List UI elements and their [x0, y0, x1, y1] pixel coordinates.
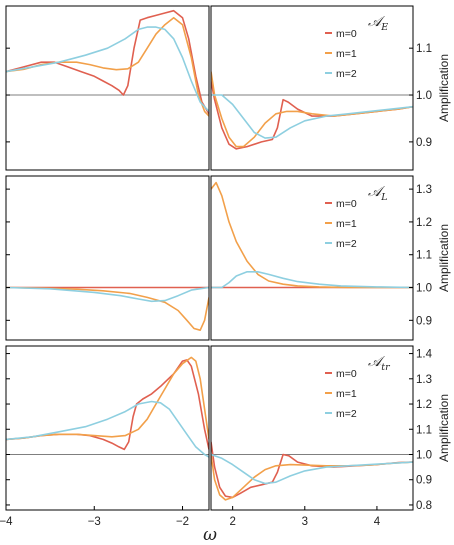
- ytick-label: 1.2: [416, 217, 432, 229]
- right-panel-frame: [210, 175, 414, 341]
- series-m0-left-line: [6, 9, 209, 115]
- xtick-label: −3: [88, 516, 101, 528]
- ytick-label: 1.3: [416, 184, 432, 196]
- series-m1-left-line: [6, 356, 209, 441]
- right-panel-frame: [210, 5, 414, 171]
- ytick-label: 0.8: [416, 500, 432, 512]
- ylabel-amplification: Amplification: [437, 224, 451, 292]
- ytick-label: 1.3: [416, 374, 432, 386]
- ytick-label: 1.1: [416, 43, 432, 55]
- legend-label-m0: m=0: [336, 28, 357, 40]
- left-panel-frame: [5, 345, 210, 511]
- legend-label-m1: m=1: [336, 218, 357, 230]
- ytick-label: 1.0: [416, 449, 432, 461]
- ytick-label: 1.2: [416, 399, 432, 411]
- xlabel-omega: ω: [203, 525, 217, 545]
- xtick-label: 2: [229, 516, 235, 528]
- panel-tag: 𝒜tr: [368, 354, 391, 373]
- series-m2-left-line: [6, 400, 209, 458]
- panel-tag-subscript: E: [380, 22, 388, 33]
- left-panel-frame: [5, 5, 210, 171]
- panel-tag: 𝒜L: [368, 184, 388, 203]
- legend-label-m2: m=2: [336, 238, 357, 250]
- series-m1-right-line: [211, 181, 413, 289]
- ytick-label: 0.9: [416, 315, 432, 327]
- series-m2-left-line: [6, 26, 209, 112]
- ytick-label: 1.1: [416, 424, 432, 436]
- legend-label-m1: m=1: [336, 388, 357, 400]
- xtick-label: 3: [302, 516, 308, 528]
- ytick-label: 1.0: [416, 90, 432, 102]
- legend-label-m0: m=0: [336, 198, 357, 210]
- series-m2-right-line: [211, 453, 413, 485]
- ytick-label: 1.1: [416, 250, 432, 262]
- legend-label-m1: m=1: [336, 48, 357, 60]
- xtick-label: −2: [176, 516, 189, 528]
- xtick-label: 4: [374, 516, 381, 528]
- ytick-label: 1.0: [416, 283, 432, 295]
- ylabel-amplification: Amplification: [437, 54, 451, 122]
- panel-tag: 𝒜E: [368, 14, 388, 33]
- legend-label-m0: m=0: [336, 368, 357, 380]
- left-panel-frame: [5, 175, 210, 341]
- panel-tag-base: 𝒜: [368, 184, 385, 200]
- series-m2-right-line: [211, 94, 413, 139]
- series-m1-right-line: [211, 71, 413, 148]
- legend-label-m2: m=2: [336, 408, 357, 420]
- panel-tag-base: 𝒜: [368, 14, 385, 30]
- series-m2-right-line: [211, 271, 413, 289]
- series-m2-left-line: [6, 286, 209, 303]
- panel-tag-subscript: tr: [381, 362, 391, 373]
- ytick-label: 0.9: [416, 137, 432, 149]
- chart-row-3: 0.8 0.9 1.0 1.1 1.2 1.3 1.4 Amplification 𝒜tr m=0…: [0, 345, 451, 545]
- ytick-label: 1.4: [416, 349, 433, 361]
- panel-tag-base: 𝒜: [368, 354, 385, 370]
- panel-tag-subscript: L: [380, 192, 387, 203]
- series-m1-left-line: [6, 286, 209, 331]
- xtick-label: −4: [0, 516, 13, 528]
- legend-label-m2: m=2: [336, 68, 357, 80]
- ylabel-amplification: Amplification: [437, 394, 451, 462]
- ytick-label: 0.9: [416, 475, 432, 487]
- right-panel-frame: [210, 345, 414, 511]
